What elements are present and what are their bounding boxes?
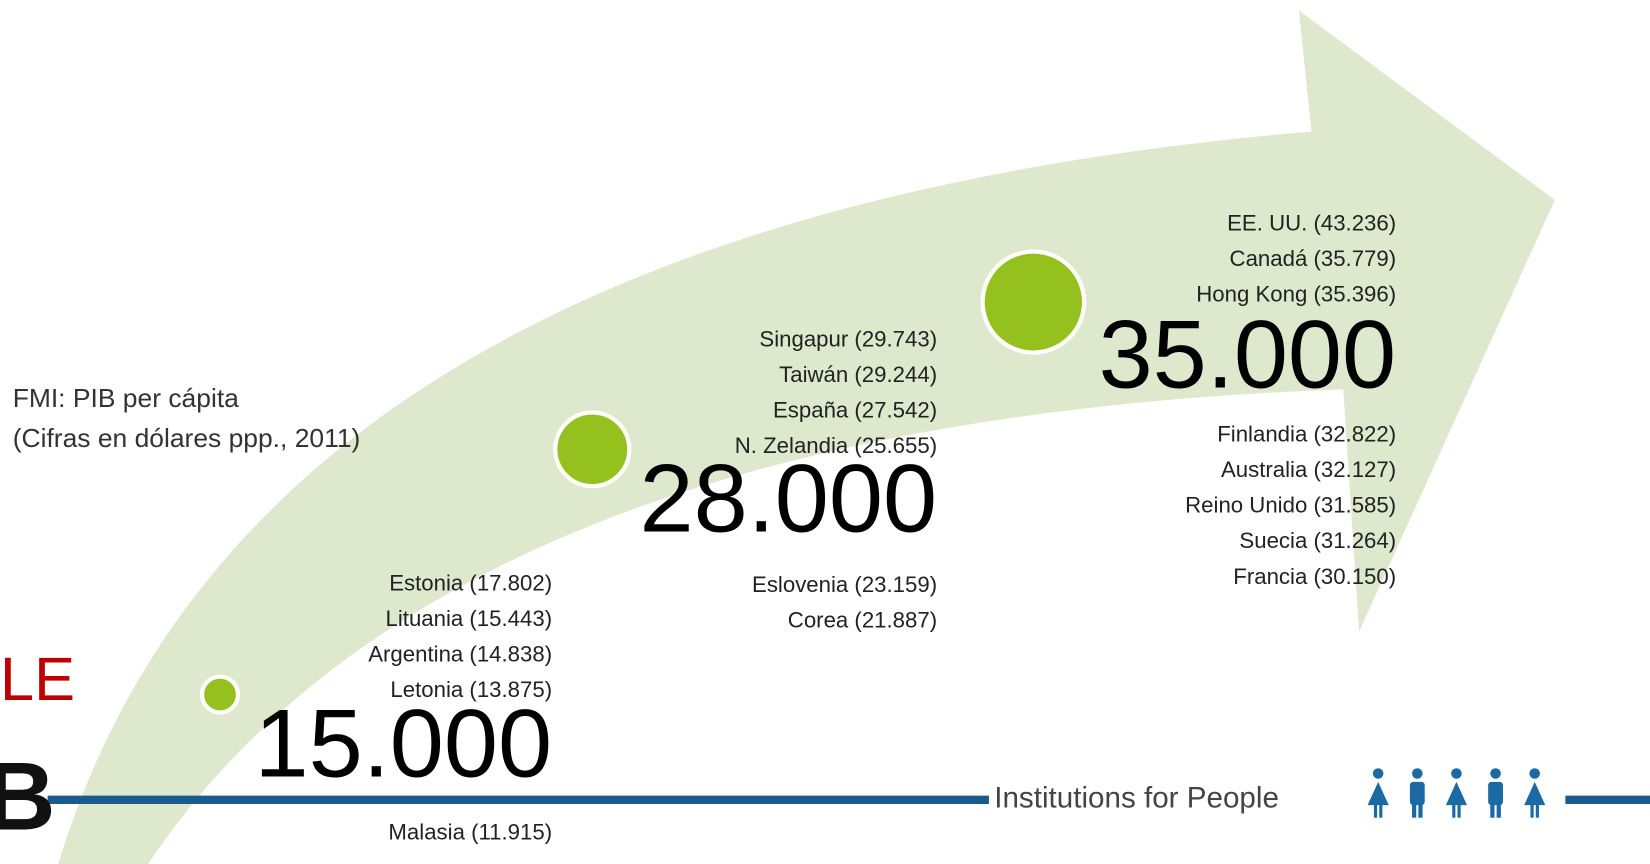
- country-label: Letonia (13.875): [390, 677, 552, 702]
- tier-dot: [980, 249, 1087, 355]
- tier-dot: [199, 674, 241, 715]
- country-label: Taiwán (29.244): [779, 362, 937, 387]
- tier-level: 15.000: [255, 689, 553, 798]
- country-label: N. Zelandia (25.655): [735, 433, 937, 458]
- people-icons: [1367, 768, 1546, 818]
- tier-dot: [553, 410, 632, 489]
- country-label: Malasia (11.915): [388, 819, 552, 844]
- country-label: Francia (30.150): [1233, 564, 1396, 589]
- tier-level: 28.000: [640, 444, 938, 553]
- country-label: Suecia (31.264): [1239, 528, 1396, 553]
- country-label: Estonia (17.802): [389, 571, 552, 596]
- country-label: Lituania (15.443): [386, 606, 553, 631]
- country-label: EE. UU. (43.236): [1227, 210, 1396, 235]
- country-label: Hong Kong (35.396): [1196, 282, 1396, 307]
- country-label: Australia (32.127): [1221, 457, 1396, 482]
- logo-fragment: LE: [0, 645, 75, 713]
- country-label: Eslovenia (23.159): [752, 572, 937, 597]
- country-label: Corea (21.887): [788, 608, 937, 633]
- source-line: FMI: PIB per cápita: [13, 383, 240, 413]
- country-label: Singapur (29.743): [759, 326, 937, 351]
- logo-letter: B: [0, 742, 55, 851]
- country-label: Canadá (35.779): [1230, 246, 1397, 271]
- tier-level: 35.000: [1099, 299, 1397, 408]
- country-label: Argentina (14.838): [368, 642, 552, 667]
- country-label: España (27.542): [773, 398, 937, 423]
- growth-arrow: [58, 10, 1555, 864]
- source-line: (Cifras en dólares ppp., 2011): [13, 423, 361, 453]
- footer-tagline: Institutions for People: [994, 782, 1279, 815]
- country-label: Finlandia (32.822): [1217, 422, 1396, 447]
- country-label: Reino Unido (31.585): [1185, 493, 1396, 518]
